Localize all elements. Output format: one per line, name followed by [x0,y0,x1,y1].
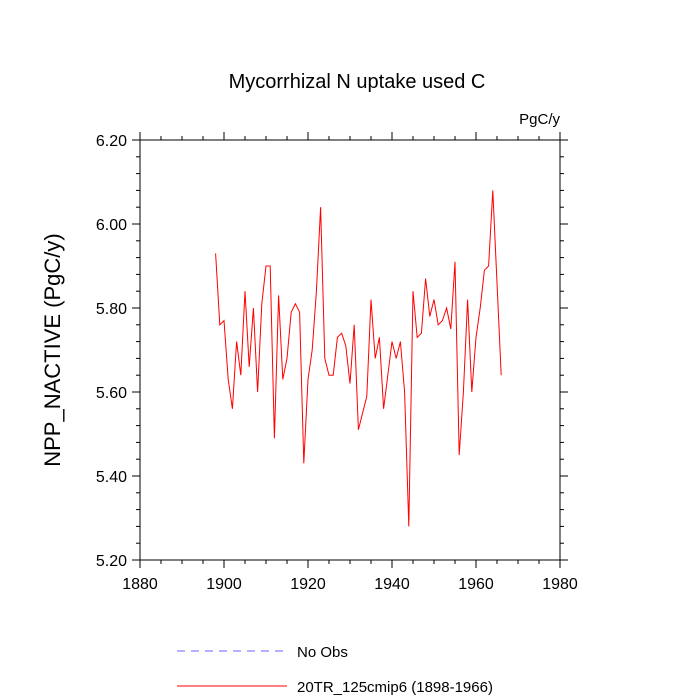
legend-label-0: No Obs [297,644,348,661]
x-tick-label: 1900 [206,576,242,593]
y-tick-label: 5.20 [96,553,127,570]
y-tick-label: 5.60 [96,385,127,402]
plot-frame [139,139,561,561]
axis-ticks: 1880 1900 1920 1940 1960 1980 5.20 5.40 5.60 5.80… [96,132,578,593]
chart-title: Mycorrhizal N uptake used C [229,71,486,93]
y-tick-label: 5.40 [96,469,127,486]
legend: No Obs 20TR_125cmip6 (1898-1966) [177,644,493,696]
x-tick-label: 1980 [542,576,578,593]
y-tick-label: 6.00 [96,217,127,234]
y-tick-label: 6.20 [96,133,127,150]
x-tick-label: 1880 [122,576,158,593]
legend-label-1: 20TR_125cmip6 (1898-1966) [297,679,493,696]
y-tick-label: 5.80 [96,301,127,318]
x-tick-label: 1920 [290,576,326,593]
y-axis-label: NPP_NACTIVE (PgC/y) [40,233,65,467]
units-label: PgC/y [519,111,560,128]
plot-area [215,190,502,527]
x-tick-label: 1940 [374,576,410,593]
x-tick-label: 1960 [458,576,494,593]
series-line-1 [215,190,502,527]
